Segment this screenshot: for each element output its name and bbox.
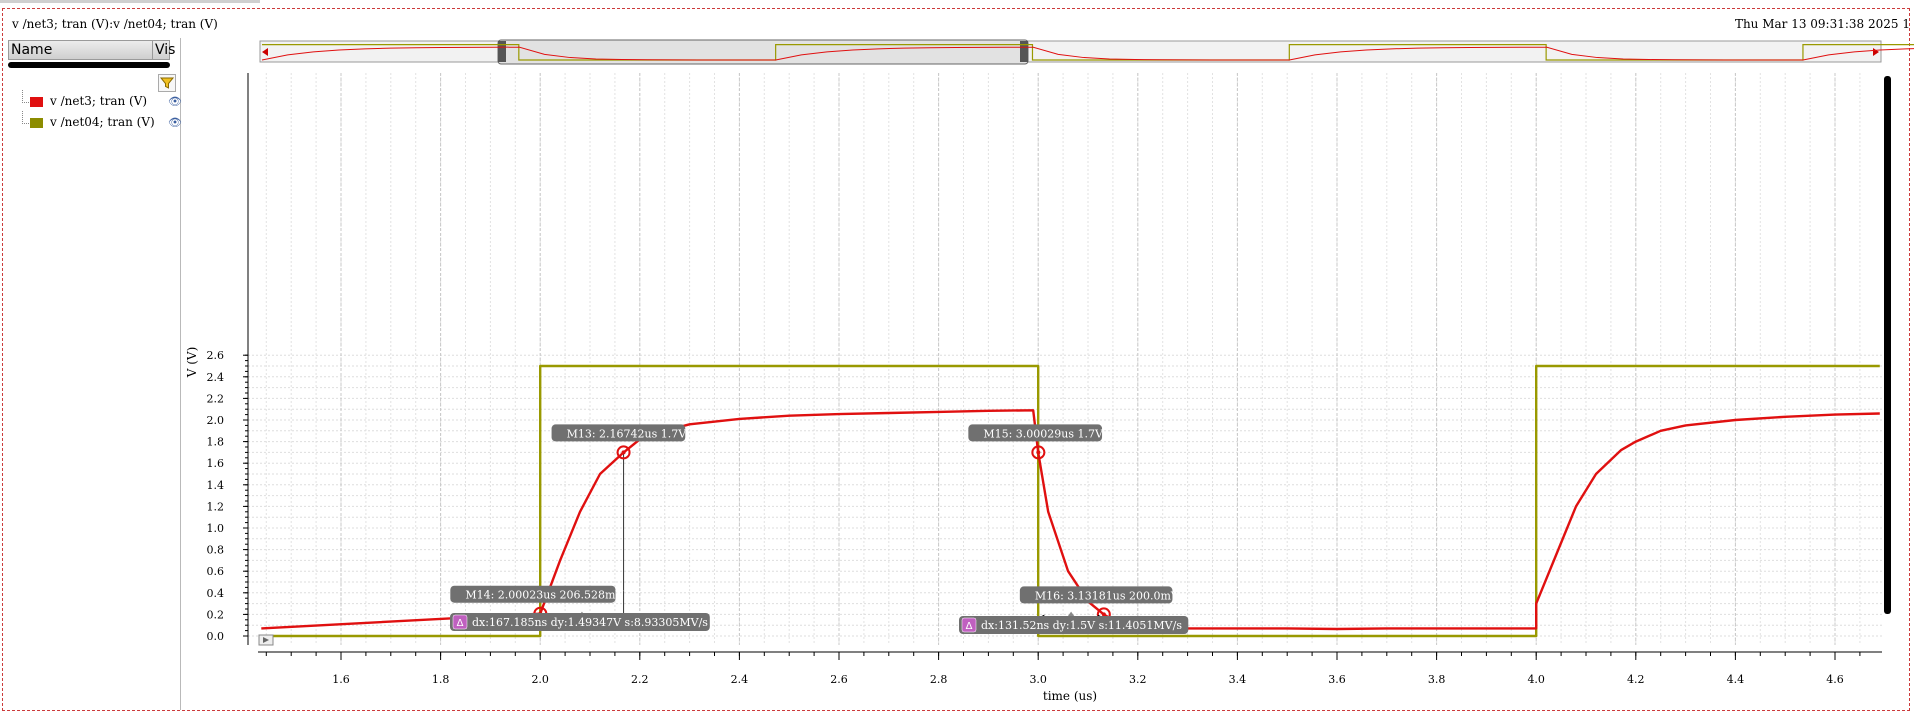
x-tick-label: 4.4 [1727,673,1745,686]
y-tick-label: 2.2 [207,392,225,405]
eye-icon[interactable]: 👁 [168,95,182,108]
delta-label-bg [959,616,1189,634]
grid [248,73,1882,645]
x-tick-label: 2.2 [631,673,649,686]
marker-label-bg [1019,586,1173,604]
y-tick-label: 2.4 [207,371,225,384]
frame-border [2,8,1910,711]
marker-ring [616,445,631,460]
timestamp: Thu Mar 13 09:31:38 2025 1 [1734,17,1910,31]
marker-label-bg [450,585,616,603]
overview-strip[interactable] [259,39,1914,65]
marker-ring [1031,445,1046,460]
delta-label-bg [450,613,710,631]
legend-label-net04: v /net04; tran (V) [50,115,155,129]
overview-right-handle[interactable] [1020,41,1028,62]
delta-icon [961,617,977,633]
marker-label: M14: 2.00023us 206.528mV [465,589,624,602]
delta-label: dx:131.52ns dy:1.5V s:11.4051MV/s [981,619,1182,632]
axes: 0.0 0.2 0.4 0.6 0.8 1.0 1.2 1.4 1.6 1.8 2.0 2.2 2.4 2… [207,73,1882,686]
marker-dot [621,450,626,455]
marker-label-bg [551,424,686,442]
x-tick-label: 2.8 [930,673,948,686]
x-tick-label: 2.6 [830,673,848,686]
window-top-strip [0,0,260,3]
x-tick-label: 4.2 [1627,673,1645,686]
overview-trace-net3 [261,46,1914,61]
vertical-scrollbar[interactable] [1884,76,1891,614]
x-tick-label: 4.0 [1527,673,1545,686]
legend-label-net3: v /net3; tran (V) [50,94,148,108]
legend-panel: Name Vis v /net3; tran (V) 👁 v /net04; t… [8,38,182,710]
y-axis-label: V (V) [185,347,199,379]
x-tick-label: 2.4 [731,673,749,686]
y-tick-label: 0.4 [207,587,225,600]
y-tick-label: 1.4 [207,479,225,492]
legend-header-separator[interactable] [152,41,153,59]
x-tick-label: 3.0 [1029,673,1047,686]
marker-dot [1036,450,1041,455]
y-tick-label: 0.8 [207,544,225,557]
marker-label: M13: 2.16742us 1.7V [567,427,688,440]
legend-swatch-net3 [30,97,43,107]
legend-header[interactable]: Name Vis [8,40,175,60]
overview-left-arrow-icon[interactable] [262,48,268,56]
tree-connector [22,90,29,103]
eye-icon[interactable]: 👁 [168,116,182,129]
legend-scrollbar[interactable] [8,62,170,68]
x-tick-label: 1.6 [332,673,350,686]
marker-label-bg [968,424,1103,442]
delta-icon-glyph: Δ [457,618,464,629]
delta-icon [452,614,468,630]
play-icon [263,637,269,643]
legend-header-vis[interactable]: Vis [155,42,176,58]
delta-label: dx:167.185ns dy:1.49347V s:8.93305MV/s [472,616,708,629]
window-title: v /net3; tran (V):v /net04; tran (V) [12,17,218,31]
y-tick-label: 1.2 [207,500,225,513]
x-tick-label: 4.6 [1826,673,1844,686]
marker-dot [1101,612,1106,617]
x-tick-label: 3.4 [1229,673,1247,686]
y-tick-label: 0.0 [207,630,225,643]
x-tick-label: 1.8 [432,673,450,686]
y-tick-label: 2.0 [207,414,225,427]
x-axis-label: time (us) [1043,689,1097,703]
x-tick-label: 3.6 [1328,673,1346,686]
y-tick-label: 1.6 [207,457,225,470]
y-tick-label: 0.6 [207,565,225,578]
legend-header-name[interactable]: Name [11,42,53,58]
y-tick-label: 2.6 [207,349,225,362]
funnel-icon [159,77,175,89]
marker-label: M16: 3.13181us 200.0mV [1035,589,1180,602]
markers: M13: 2.16742us 1.7V M14: 2.00023us 206.52… [450,424,1189,634]
y-tick-label: 1.0 [207,522,225,535]
marker-label: M15: 3.00029us 1.7V [983,427,1104,440]
tree-connector [22,111,29,124]
y-tick-label: 0.2 [207,608,225,621]
legend-swatch-net04 [30,118,43,128]
x-tick-label: 3.8 [1428,673,1446,686]
x-tick-label: 2.0 [531,673,549,686]
x-tick-label: 3.2 [1129,673,1147,686]
y-tick-label: 1.8 [207,436,225,449]
overview-left-handle[interactable] [498,41,506,62]
filter-icon[interactable] [158,74,176,92]
delta-icon-glyph: Δ [966,621,973,632]
